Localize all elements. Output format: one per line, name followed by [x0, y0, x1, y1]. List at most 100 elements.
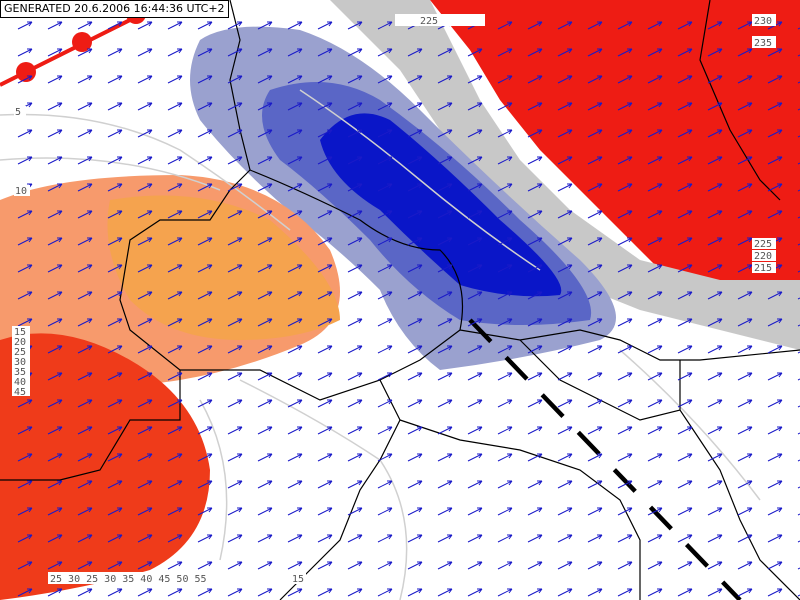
wind-arrow: [677, 21, 693, 30]
wind-arrow: [227, 426, 243, 435]
wind-arrow: [617, 318, 633, 327]
wind-arrow: [347, 588, 363, 597]
wind-arrow: [317, 210, 333, 219]
wind-arrow: [287, 372, 303, 381]
wind-arrow: [287, 183, 303, 192]
wind-arrow: [197, 129, 213, 138]
wind-arrow: [437, 264, 453, 273]
wind-arrow: [77, 156, 93, 165]
wind-arrow: [407, 210, 423, 219]
wind-arrow: [107, 345, 123, 354]
wind-arrow: [587, 156, 603, 165]
wind-arrow: [437, 426, 453, 435]
wind-arrow: [407, 156, 423, 165]
wind-arrow: [677, 561, 693, 570]
wind-arrow: [107, 210, 123, 219]
wind-arrow: [467, 318, 483, 327]
wind-arrow: [197, 291, 213, 300]
wind-arrow: [737, 561, 753, 570]
wind-arrow: [407, 561, 423, 570]
wind-arrow: [257, 534, 273, 543]
wind-arrow: [257, 507, 273, 516]
wind-arrow: [137, 102, 153, 111]
wind-arrow: [557, 480, 573, 489]
wind-arrow: [347, 129, 363, 138]
wind-arrow: [737, 399, 753, 408]
wind-arrow: [617, 210, 633, 219]
wind-arrow: [587, 372, 603, 381]
wind-arrow: [377, 102, 393, 111]
wind-arrow: [137, 156, 153, 165]
wind-arrow: [557, 426, 573, 435]
wind-arrow: [47, 372, 63, 381]
wind-arrow: [587, 48, 603, 57]
wind-arrow: [647, 534, 663, 543]
wind-arrow: [497, 264, 513, 273]
wind-arrow: [227, 318, 243, 327]
wind-arrow: [197, 480, 213, 489]
wind-arrow: [647, 588, 663, 597]
wind-arrow: [107, 507, 123, 516]
wind-arrow: [497, 507, 513, 516]
wind-arrow: [287, 507, 303, 516]
wind-arrow: [77, 588, 93, 597]
contour-label-10: 10: [15, 186, 27, 197]
wind-arrow: [377, 588, 393, 597]
wind-arrow: [227, 102, 243, 111]
wind-arrow: [737, 264, 753, 273]
wind-arrow: [587, 426, 603, 435]
wind-arrow: [377, 345, 393, 354]
wind-arrow: [317, 453, 333, 462]
wind-arrow: [437, 534, 453, 543]
wind-arrow: [437, 291, 453, 300]
wind-arrow: [707, 129, 723, 138]
wind-arrow: [197, 372, 213, 381]
wind-arrow: [77, 75, 93, 84]
wind-arrow: [737, 318, 753, 327]
wind-arrow: [107, 318, 123, 327]
wind-arrow: [677, 426, 693, 435]
wind-arrow: [437, 372, 453, 381]
wind-arrow: [107, 102, 123, 111]
wind-arrow: [47, 183, 63, 192]
wind-arrow: [377, 237, 393, 246]
contour-label-left-stack: 45: [14, 387, 26, 398]
wind-arrow: [407, 372, 423, 381]
wind-arrow: [137, 507, 153, 516]
wind-arrow: [647, 345, 663, 354]
wind-arrow: [617, 372, 633, 381]
wind-arrow: [137, 372, 153, 381]
wind-arrow: [407, 507, 423, 516]
wind-arrow: [647, 507, 663, 516]
wind-arrow: [557, 561, 573, 570]
wind-arrow: [527, 399, 543, 408]
wind-arrow: [17, 264, 33, 273]
wind-arrow: [647, 372, 663, 381]
grey-band: [330, 0, 800, 350]
wind-arrow: [527, 426, 543, 435]
wind-arrow: [707, 21, 723, 30]
wind-arrow: [47, 129, 63, 138]
wind-arrow: [107, 291, 123, 300]
wind-arrow: [167, 534, 183, 543]
wind-arrow: [677, 237, 693, 246]
contour-label-left-stack: 15: [14, 327, 26, 338]
wind-arrow: [407, 453, 423, 462]
wind-arrow: [707, 399, 723, 408]
wind-arrow: [47, 291, 63, 300]
wind-arrow: [167, 237, 183, 246]
wind-arrow: [287, 264, 303, 273]
wind-arrow: [737, 237, 753, 246]
wind-arrow: [587, 318, 603, 327]
wind-arrow: [737, 129, 753, 138]
wind-arrow: [647, 129, 663, 138]
wind-arrow: [467, 480, 483, 489]
wind-arrow: [467, 291, 483, 300]
wind-arrow: [197, 561, 213, 570]
wind-arrow: [137, 561, 153, 570]
wind-arrow: [257, 588, 273, 597]
wind-arrow: [527, 237, 543, 246]
wind-arrow: [527, 156, 543, 165]
wind-arrow: [137, 264, 153, 273]
wind-arrow: [527, 102, 543, 111]
